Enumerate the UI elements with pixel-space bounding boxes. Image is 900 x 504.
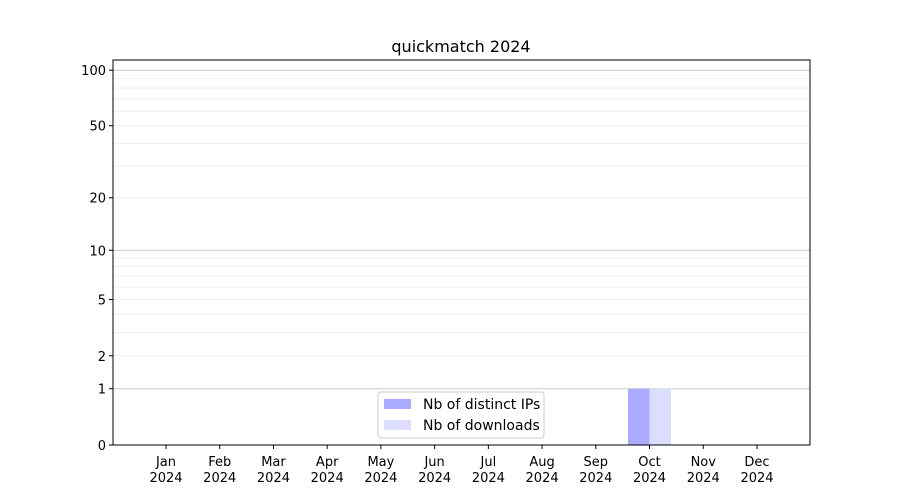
y-tick-label: 10 (89, 244, 106, 259)
y-tick-label: 50 (89, 120, 106, 135)
y-axis: 0 1 2 5 10 20 50 100 (81, 64, 113, 454)
legend-label-distinct-ips: Nb of distinct IPs (423, 397, 540, 413)
x-tick-label: Nov 2024 (687, 455, 720, 486)
bar-downloads (649, 388, 672, 445)
x-tick-label: Sep 2024 (579, 455, 612, 486)
x-axis: Jan 2024 Feb 2024 Mar 2024 Apr 2024 May 2024 Jun 20… (149, 445, 774, 486)
legend-swatch-distinct-ips (384, 399, 411, 409)
x-tick-label: Jun 2024 (418, 455, 451, 486)
legend-swatch-downloads (384, 420, 411, 430)
legend: Nb of distinct IPs Nb of downloads (377, 391, 545, 439)
grid (113, 69, 810, 390)
plot-frame (112, 59, 811, 446)
x-tick-label: Feb 2024 (203, 455, 236, 486)
y-tick-label: 1 (98, 383, 106, 398)
x-tick-label: May 2024 (364, 455, 397, 486)
y-tick-label: 5 (98, 293, 106, 308)
x-tick-label: Jul 2024 (472, 455, 505, 486)
y-tick-label: 100 (81, 64, 106, 79)
x-tick-label: Dec 2024 (740, 455, 773, 486)
y-tick-label: 20 (89, 192, 106, 207)
x-tick-label: Mar 2024 (257, 455, 290, 486)
x-tick-label: Oct 2024 (633, 455, 666, 486)
bars (628, 388, 672, 445)
chart-title: quickmatch 2024 (391, 37, 530, 56)
legend-box (377, 391, 545, 439)
x-tick-label: Aug 2024 (526, 455, 559, 486)
x-tick-label: Jan 2024 (149, 455, 182, 486)
y-tick-label: 0 (98, 439, 106, 454)
x-tick-label: Apr 2024 (311, 455, 344, 486)
y-tick-label: 2 (98, 350, 106, 365)
legend-label-downloads: Nb of downloads (423, 418, 540, 434)
bar-distinct-ips (628, 388, 650, 445)
